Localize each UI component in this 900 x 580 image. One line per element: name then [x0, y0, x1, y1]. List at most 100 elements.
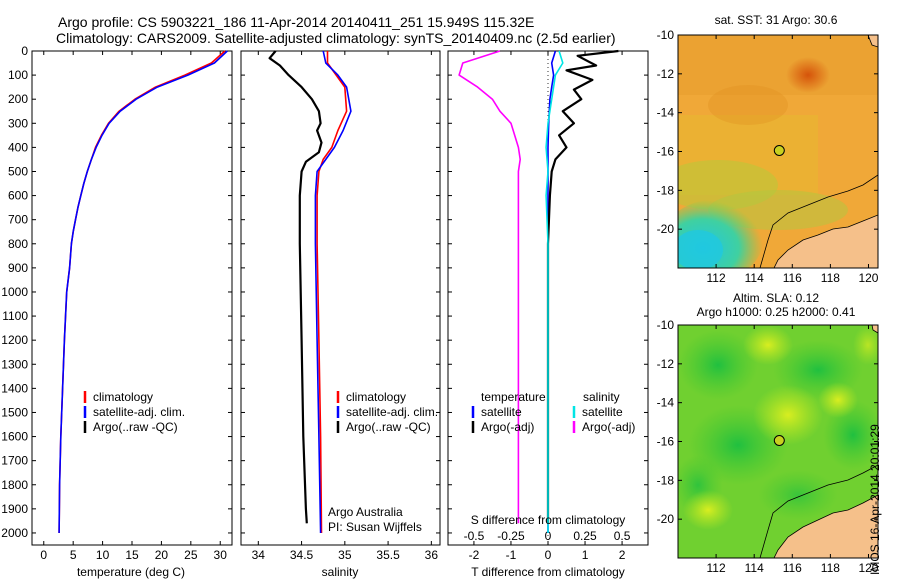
- legend-label-satellite-adj: satellite-adj. clim.: [346, 405, 438, 419]
- sla-y-tick-labels: -10 -12 -14 -16 -18 -20: [657, 318, 878, 526]
- depth-tick-label: 400: [8, 140, 28, 154]
- map-lon-tick-label: 118: [821, 561, 840, 575]
- difference-legend: temperature salinity satellite satellite…: [471, 390, 636, 527]
- sst-map-area: [678, 35, 878, 268]
- map-lat-tick-label: -10: [657, 318, 675, 332]
- x-tick-label: -2: [469, 548, 480, 562]
- sla-isobath: [759, 464, 878, 558]
- x-tick-label: 5: [70, 548, 77, 562]
- sst-x-tick-labels: 112 114 116 118 120: [707, 35, 879, 285]
- depth-tick-label: 600: [8, 189, 28, 203]
- map-lat-tick-label: -18: [657, 473, 675, 487]
- s-difference-tick-label: 0.25: [573, 529, 597, 543]
- map-lat-tick-label: -12: [657, 67, 675, 81]
- legend-label-s-argo: Argo(-adj): [582, 420, 635, 434]
- sla-coastline: [871, 325, 878, 334]
- depth-tick-label: 200: [8, 92, 28, 106]
- salinity-legend: climatology satellite-adj. clim. Argo(..…: [328, 390, 438, 534]
- legend-label-t-satellite: satellite: [481, 405, 522, 419]
- sla-map-title: Altim. SLA: 0.12: [733, 291, 819, 305]
- sst-coastline: [867, 35, 878, 48]
- legend-label-satellite-adj: satellite-adj. clim.: [93, 405, 185, 419]
- sst-australia-land: [773, 214, 878, 268]
- depth-tick-label: 1000: [1, 285, 28, 299]
- map-lon-tick-label: 114: [745, 561, 764, 575]
- temperature-axis-label: temperature (deg C): [77, 565, 185, 579]
- x-tick-label: 0: [545, 548, 552, 562]
- sst-argo-marker: [773, 145, 785, 156]
- x-tick-label: 30: [214, 548, 228, 562]
- legend-label-climatology: climatology: [346, 390, 406, 404]
- map-lon-tick-label: 118: [821, 271, 840, 285]
- depth-tick-label: 1800: [1, 478, 28, 492]
- x-tick-label: 1: [582, 548, 589, 562]
- map-lat-tick-label: -14: [657, 106, 675, 120]
- x-tick-label: 34.5: [290, 548, 314, 562]
- x-tick-label: -1: [506, 548, 517, 562]
- x-tick-label: 10: [96, 548, 110, 562]
- x-tick-label: 15: [125, 548, 139, 562]
- salinity-panel-frame: [240, 50, 441, 546]
- x-tick-label: 35.5: [376, 548, 400, 562]
- legend-header-salinity: salinity: [583, 390, 620, 404]
- sla-x-tick-labels: 112 114 116 118 120: [707, 325, 879, 575]
- s-difference-axis-label: S difference from climatology: [471, 513, 626, 527]
- s-difference-tick-label: -0.5: [464, 529, 485, 543]
- depth-tick-label: 2000: [1, 526, 28, 540]
- map-lon-tick-label: 120: [858, 561, 878, 575]
- map-lon-tick-label: 112: [707, 271, 726, 285]
- series-line-argo-adj: [546, 49, 619, 524]
- legend-label-t-argo: Argo(-adj): [481, 420, 534, 434]
- sla-map-subtitle: Argo h1000: 0.25 h2000: 0.41: [697, 305, 856, 319]
- tick-marks: 0 5 10 15 20 25 30 34 34.5 35 35.5 36 -2 -1 0 1 2 -0.5 -0.…: [32, 50, 648, 562]
- depth-tick-label: 1500: [1, 405, 28, 419]
- series-line-climatology: [316, 51, 348, 534]
- depth-tick-label: 1200: [1, 333, 28, 347]
- map-lon-tick-label: 116: [783, 561, 802, 575]
- legend-label-argo: Argo(..raw -QC): [93, 420, 178, 434]
- legend-header-temperature: temperature: [481, 390, 546, 404]
- x-tick-label: 25: [184, 548, 198, 562]
- sst-y-tick-labels: -10 -12 -14 -16 -18 -20: [657, 28, 878, 236]
- depth-tick-label: 0: [21, 44, 28, 58]
- depth-tick-label: 1400: [1, 381, 28, 395]
- map-lat-tick-label: -20: [657, 512, 675, 526]
- map-lat-tick-label: -12: [657, 357, 675, 371]
- map-lat-tick-label: -16: [657, 435, 675, 449]
- sst-map-title: sat. SST: 31 Argo: 30.6: [715, 13, 838, 27]
- depth-tick-label: 700: [8, 213, 28, 227]
- s-difference-tick-label: 0.5: [614, 529, 631, 543]
- map-lon-tick-label: 114: [745, 271, 764, 285]
- sla-australia-land: [773, 494, 878, 558]
- credit-argo-australia: Argo Australia: [328, 505, 403, 519]
- depth-tick-label: 1100: [2, 309, 28, 323]
- series-line-argo-adj: [458, 50, 522, 524]
- legend-label-s-satellite: satellite: [582, 405, 623, 419]
- legend-label-climatology: climatology: [93, 390, 153, 404]
- sla-map-area: [678, 325, 878, 558]
- map-lon-tick-label: 120: [858, 271, 878, 285]
- sst-map: sat. SST: 31 Argo: 30.6 -10-12-14-16-18-…: [657, 13, 879, 285]
- x-tick-label: 2: [619, 548, 626, 562]
- depth-tick-label: 900: [8, 261, 28, 275]
- credit-pi: PI: Susan Wijffels: [328, 520, 422, 534]
- s-difference-tick-label: -0.25: [497, 529, 525, 543]
- series-line-satellite-adj-clim: [314, 50, 352, 534]
- depth-tick-label: 500: [8, 164, 28, 178]
- temperature-panel-frame: [31, 50, 233, 546]
- x-tick-label: 36: [425, 548, 439, 562]
- x-tick-label: 35: [338, 548, 352, 562]
- x-tick-label: 0: [40, 548, 47, 562]
- depth-tick-label: 1300: [1, 357, 28, 371]
- temperature-legend: climatology satellite-adj. clim. Argo(..…: [83, 390, 185, 434]
- series-line-satellite: [547, 50, 557, 533]
- x-tick-label: 34: [252, 548, 266, 562]
- depth-tick-label: 100: [8, 68, 28, 82]
- series-line-argo-raw-qc: [268, 50, 323, 524]
- map-lat-tick-label: -18: [657, 183, 675, 197]
- legend-label-argo: Argo(..raw -QC): [346, 420, 431, 434]
- map-lon-tick-label: 112: [707, 561, 726, 575]
- map-lat-tick-label: -20: [657, 222, 675, 236]
- map-lat-tick-label: -16: [657, 145, 675, 159]
- x-tick-label: 20: [155, 548, 169, 562]
